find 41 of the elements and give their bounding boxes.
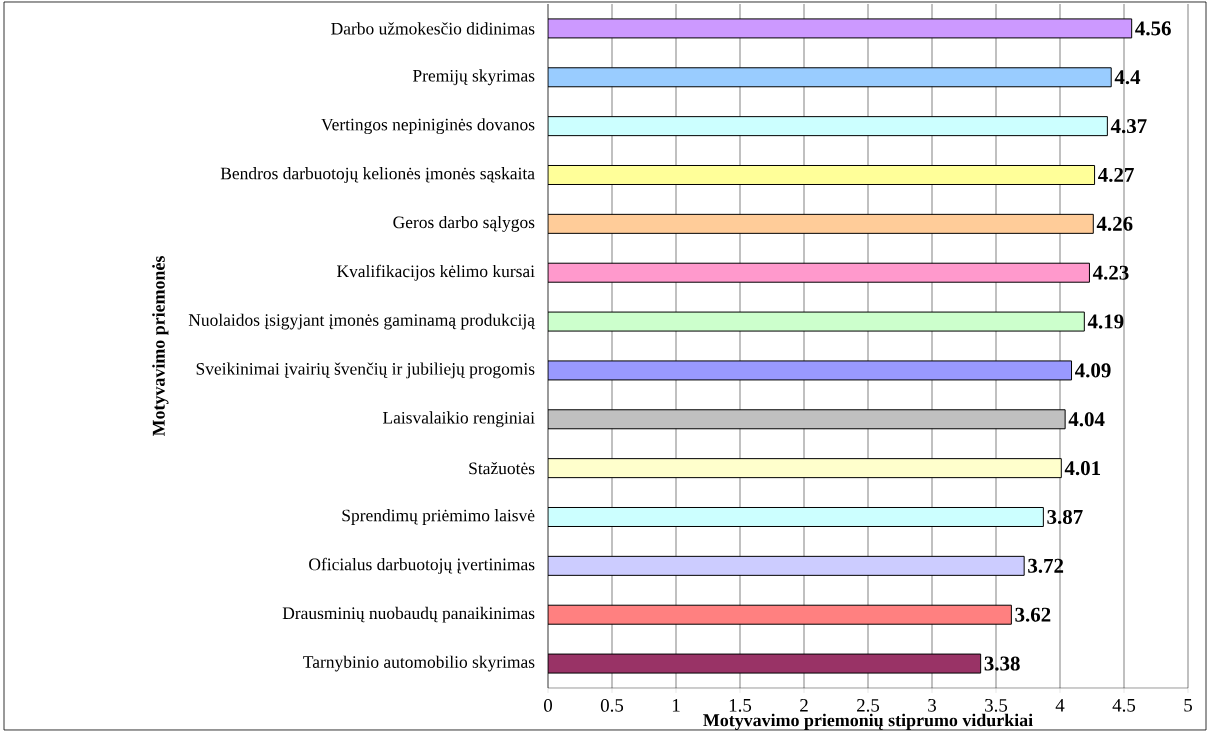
data-label: 4.04 (1068, 412, 1105, 427)
x-tick-label: 2 (800, 699, 808, 712)
y-axis-title: Motyvavimo priemonės (152, 256, 169, 437)
data-label: 4.01 (1064, 461, 1101, 476)
x-tick-label: 3.5 (985, 699, 1008, 712)
y-tick-label: Darbo užmokesčio didinimas (331, 22, 535, 35)
data-label: 3.38 (984, 656, 1020, 671)
data-label: 4.26 (1096, 216, 1133, 231)
y-tick-label: Kvalifikacijos kėlimo kursai (336, 264, 535, 281)
x-tick-label: 2.5 (857, 699, 880, 712)
y-tick-label: Geros darbo sąlygos (393, 215, 535, 232)
x-axis-title: Motyvavimo priemonių stiprumo vidurkiai (703, 713, 1033, 730)
x-tick-label: 4.5 (1112, 699, 1136, 712)
y-tick-label: Vertingos nepiniginės dovanos (321, 118, 535, 135)
data-label: 4.23 (1092, 265, 1129, 280)
data-label: 3.72 (1028, 558, 1064, 573)
y-tick-label: Premijų skyrimas (412, 69, 535, 86)
x-tick-label: 1 (672, 699, 680, 712)
x-tick-label: 0 (543, 699, 553, 712)
data-label: 4.09 (1075, 363, 1111, 378)
y-tick-label: Bendros darbuotojų kelionės įmonės sąskaita (220, 167, 535, 183)
y-tick-label: Nuolaidos įsigyjant įmonės gaminamą produkciją (188, 313, 536, 330)
x-tick-label: 3 (928, 699, 936, 712)
x-tick-label: 0.5 (600, 699, 624, 712)
x-tick-label: 1.5 (729, 699, 752, 712)
data-label: 4.27 (1098, 167, 1134, 183)
data-label: 3.62 (1015, 607, 1051, 622)
y-tick-label: Sprendimų priėmimo laisvė (342, 509, 535, 525)
y-tick-label: Laisvalaikio renginiai (382, 411, 535, 428)
x-tick-label: 5 (1184, 699, 1192, 712)
y-tick-label: Oficialus darbuotojų įvertinimas (309, 557, 535, 574)
data-label: 4.56 (1135, 21, 1171, 36)
data-label: 3.87 (1047, 509, 1083, 525)
data-label: 4.4 (1114, 70, 1141, 85)
y-tick-label: Stažuotės (469, 461, 535, 475)
data-label: 4.37 (1110, 119, 1147, 134)
y-tick-label: Tarnybinio automobilio skyrimas (303, 655, 535, 672)
y-tick-label: Sveikinimai įvairių švenčių ir jubiliejų progomis (196, 362, 535, 379)
data-label: 4.19 (1087, 314, 1124, 329)
y-tick-label: Drausminių nuobaudų panaikinimas (282, 606, 535, 623)
x-tick-label: 4 (1055, 699, 1065, 712)
